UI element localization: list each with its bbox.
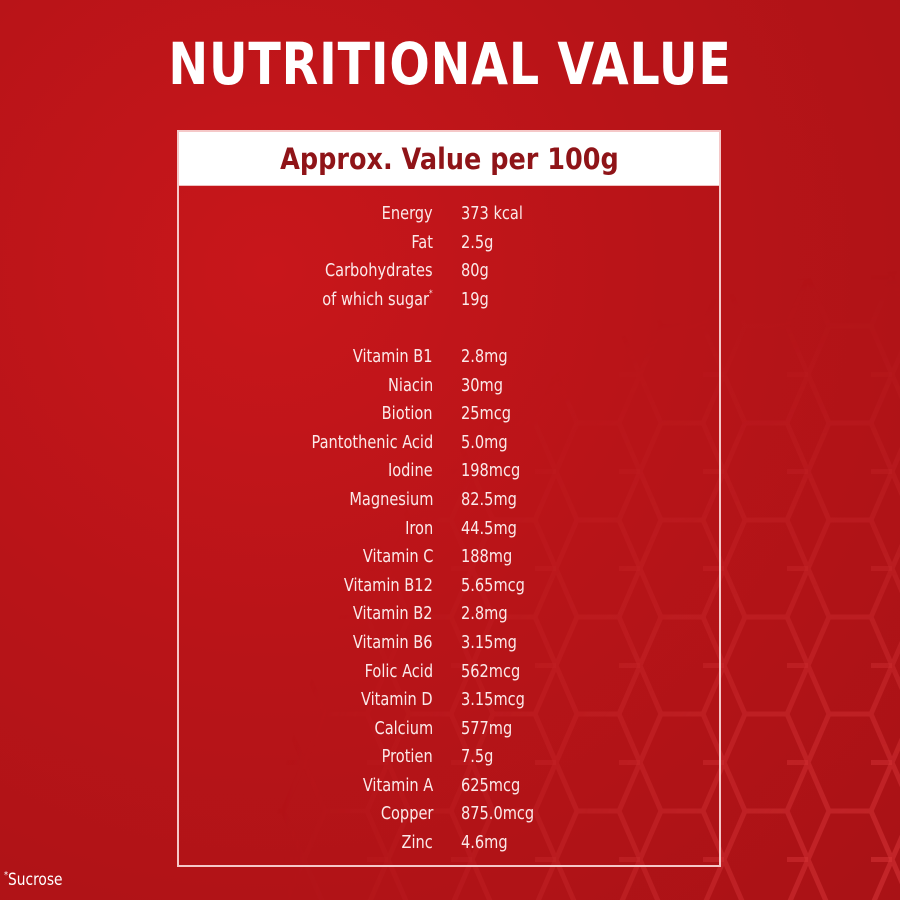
nutrient-row: Pantothenic Acid 5.0mg <box>179 429 719 458</box>
nutrient-label-text: Vitamin A <box>362 774 433 796</box>
nutrient-value: 3.15mcg <box>461 689 525 711</box>
nutrient-label-text: Pantothenic Acid <box>311 431 433 453</box>
nutrient-label-text: of which sugar <box>322 288 430 310</box>
nutrient-value: 4.6mg <box>461 832 508 854</box>
nutrient-label: of which sugar* <box>323 286 433 315</box>
nutrient-row: Vitamin B1 2.8mg <box>179 343 719 372</box>
nutrient-value: 3.15mg <box>461 631 517 653</box>
nutrient-row: Folic Acid 562mcg <box>179 658 719 687</box>
nutrient-label: Iron <box>405 515 433 544</box>
panel-header-text: Approx. Value per 100g <box>279 141 619 176</box>
nutrient-row: Energy 373 kcal <box>179 200 719 229</box>
nutrient-label-text: Protien <box>381 746 433 768</box>
nutrient-label-text: Vitamin B12 <box>344 574 433 596</box>
nutrient-label: Magnesium <box>349 486 433 515</box>
footnote-marker: * <box>429 288 433 299</box>
nutrient-label: Vitamin B1 <box>353 343 433 372</box>
nutrient-row: Vitamin B6 3.15mg <box>179 629 719 658</box>
nutrient-value: 82.5mg <box>461 488 517 510</box>
nutrient-label: Folic Acid <box>365 658 433 687</box>
nutrient-value: 44.5mg <box>461 517 517 539</box>
nutrient-label-text: Magnesium <box>348 488 433 510</box>
page-title: NUTRITIONAL VALUE <box>168 30 732 98</box>
nutrient-row: Vitamin A 625mcg <box>179 772 719 801</box>
nutrient-label: Energy <box>382 200 433 229</box>
nutrient-label-text: Vitamin D <box>361 689 433 711</box>
nutrient-row: Zinc 4.6mg <box>179 829 719 858</box>
nutrient-row: Vitamin B2 2.8mg <box>179 600 719 629</box>
nutrient-label-text: Fat <box>411 231 433 253</box>
nutrient-label-text: Vitamin B2 <box>353 603 433 625</box>
nutrient-value: 625mcg <box>461 774 521 796</box>
nutrient-value: 2.8mg <box>461 345 508 367</box>
nutrient-label: Vitamin B2 <box>353 600 433 629</box>
nutrient-label-text: Folic Acid <box>364 660 433 682</box>
nutrient-row: Niacin 30mg <box>179 372 719 401</box>
footnote-text: Sucrose <box>8 870 63 890</box>
nutrient-label: Fat <box>411 229 433 258</box>
nutrient-value: 30mg <box>461 374 504 396</box>
nutrient-value: 562mcg <box>461 660 521 682</box>
nutrient-value: 5.65mcg <box>461 574 525 596</box>
nutrient-row: Vitamin C 188mg <box>179 543 719 572</box>
nutrient-label: Pantothenic Acid <box>311 429 433 458</box>
nutrient-label: Carbohydrates <box>325 257 433 286</box>
nutrient-label-text: Carbohydrates <box>325 260 433 282</box>
nutrient-value: 2.5g <box>461 231 494 253</box>
nutrient-label-text: Vitamin B1 <box>353 345 433 367</box>
nutrient-row: Iron 44.5mg <box>179 515 719 544</box>
panel-header: Approx. Value per 100g <box>179 132 719 186</box>
nutrient-label: Zinc <box>402 829 433 858</box>
nutrient-label-text: Energy <box>381 203 433 224</box>
nutrient-label: Vitamin B6 <box>353 629 433 658</box>
footnote: *Sucrose <box>4 870 62 890</box>
nutrient-label: Vitamin C <box>362 543 433 572</box>
nutrient-value: 875.0mcg <box>461 803 535 825</box>
nutrient-label-text: Vitamin B6 <box>353 631 433 653</box>
nutrient-row: Magnesium 82.5mg <box>179 486 719 515</box>
nutrient-row: Calcium 577mg <box>179 715 719 744</box>
nutrient-row: Carbohydrates 80g <box>179 257 719 286</box>
nutrient-row: Biotion 25mcg <box>179 400 719 429</box>
nutrient-label: Biotion <box>382 400 433 429</box>
nutrient-label-text: Calcium <box>374 717 433 739</box>
nutrient-label-text: Niacin <box>387 374 433 396</box>
nutrient-row: Protien 7.5g <box>179 743 719 772</box>
nutrient-row: Copper 875.0mcg <box>179 800 719 829</box>
nutrient-value: 577mg <box>461 717 513 739</box>
nutrient-label-text: Iodine <box>388 460 433 482</box>
nutrient-label: Vitamin B12 <box>344 572 433 601</box>
nutrient-label: Niacin <box>388 372 433 401</box>
nutrient-row: Vitamin B12 5.65mcg <box>179 572 719 601</box>
nutrient-label: Calcium <box>374 715 433 744</box>
nutrient-label: Iodine <box>388 457 433 486</box>
nutrient-label-text: Vitamin C <box>362 546 433 568</box>
nutrition-rows: Energy 373 kcal Fat 2.5g Carbohydrates 80g of … <box>179 200 719 858</box>
nutrient-label-text: Biotion <box>382 403 433 425</box>
nutrient-value: 188mg <box>461 546 513 568</box>
nutrient-label: Vitamin D <box>361 686 433 715</box>
nutrient-label: Copper <box>380 800 433 829</box>
nutrient-row: Vitamin D 3.15mcg <box>179 686 719 715</box>
nutrient-label-text: Copper <box>380 803 433 825</box>
nutrient-label-text: Zinc <box>401 832 433 854</box>
nutrient-value: 373 kcal <box>461 203 523 224</box>
section-spacer <box>179 314 719 343</box>
footnote-marker: * <box>4 870 9 881</box>
nutrient-value: 80g <box>461 260 489 282</box>
nutrient-row: Iodine 198mcg <box>179 457 719 486</box>
nutrient-value: 7.5g <box>461 746 494 768</box>
nutrient-row: of which sugar* 19g <box>179 286 719 315</box>
nutrient-value: 5.0mg <box>461 431 508 453</box>
nutrition-panel: Approx. Value per 100g Energy 373 kcal Fat… <box>177 130 721 867</box>
nutrient-row: Fat 2.5g <box>179 229 719 258</box>
nutrient-label-text: Iron <box>404 517 433 539</box>
nutrient-value: 19g <box>461 288 489 310</box>
nutrient-label: Vitamin A <box>363 772 433 801</box>
nutrient-label: Protien <box>382 743 433 772</box>
nutrient-value: 25mcg <box>461 403 512 425</box>
nutrient-value: 2.8mg <box>461 603 508 625</box>
nutrient-value: 198mcg <box>461 460 521 482</box>
